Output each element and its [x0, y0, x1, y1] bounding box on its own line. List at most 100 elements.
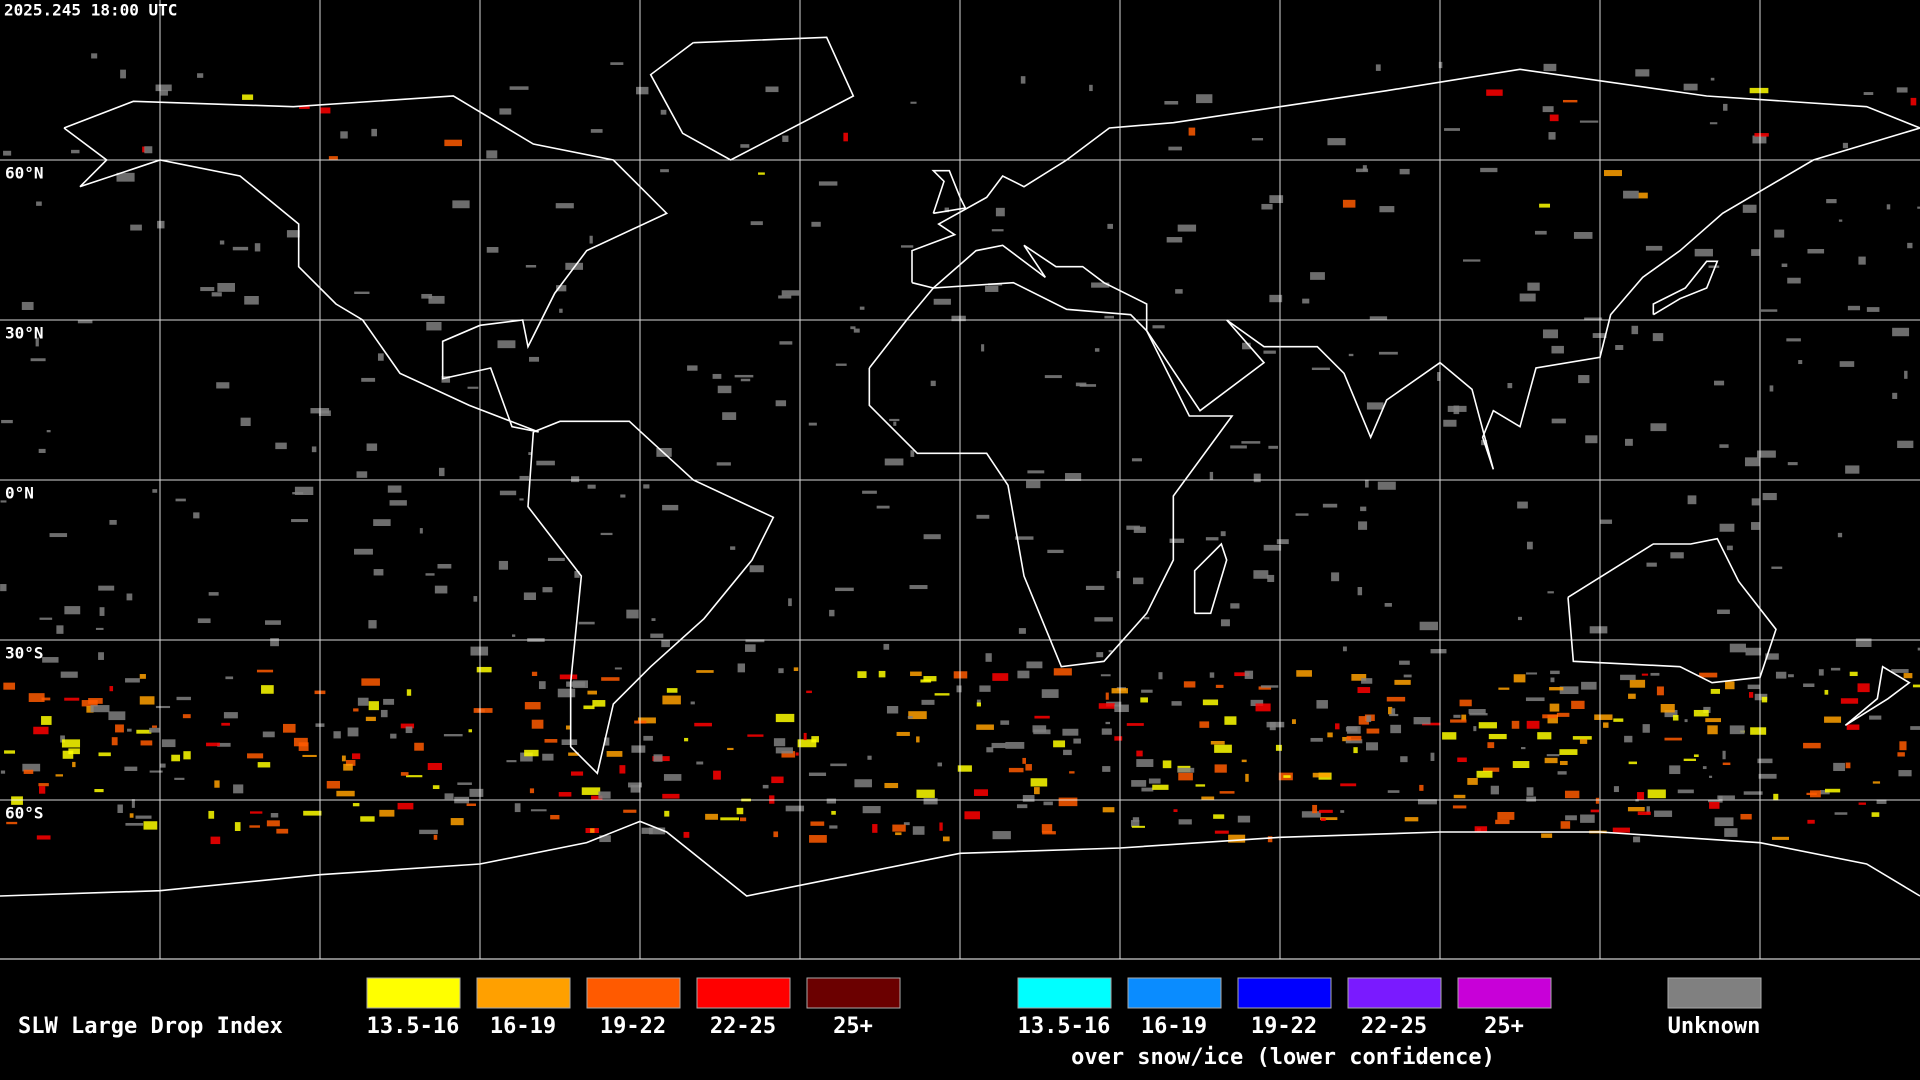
- cloud-patch: [139, 674, 146, 679]
- cloud-patch: [1786, 338, 1801, 342]
- cloud-patch: [630, 785, 641, 793]
- cloud-patch: [1613, 718, 1624, 722]
- cloud-patch: [1136, 750, 1143, 757]
- cloud-patch: [606, 751, 623, 757]
- legend-label: 16-19: [1141, 1014, 1207, 1039]
- cloud-patch: [72, 761, 76, 768]
- cloud-patch: [379, 809, 395, 817]
- cloud-patch: [90, 705, 110, 713]
- cloud-patch: [944, 207, 950, 213]
- cloud-patch: [1473, 726, 1477, 732]
- cloud-patch: [282, 723, 296, 733]
- cloud-patch: [1175, 289, 1183, 294]
- cloud-patch: [601, 677, 620, 681]
- cloud-patch: [206, 742, 220, 747]
- cloud-patch: [371, 128, 377, 137]
- cloud-patch: [1624, 438, 1633, 446]
- cloud-patch: [1833, 762, 1846, 772]
- cloud-patch: [1724, 828, 1738, 837]
- cloud-patch: [859, 306, 865, 310]
- cloud-patch: [126, 593, 133, 601]
- cloud-patch: [109, 686, 114, 692]
- cloud-patch: [1126, 723, 1144, 726]
- cloud-patch: [1725, 681, 1735, 690]
- cloud-patch: [1131, 825, 1145, 828]
- coastline: [911, 68, 1920, 470]
- cloud-patch: [1629, 679, 1646, 688]
- cloud-patch: [135, 815, 152, 819]
- cloud-patch: [115, 724, 124, 733]
- cloud-patch: [660, 109, 667, 115]
- cloud-patch: [520, 752, 533, 762]
- timestamp: 2025.245 18:00 UTC: [4, 1, 177, 20]
- cloud-patch: [498, 560, 509, 570]
- legend-label: 22-25: [1361, 1014, 1427, 1039]
- cloud-patch: [1826, 199, 1837, 204]
- cloud-patch: [557, 688, 576, 698]
- cloud-patch: [232, 246, 249, 251]
- cloud-patch: [591, 795, 603, 800]
- cloud-patch: [1623, 190, 1639, 199]
- cloud-patch: [939, 822, 943, 831]
- cloud-patch: [574, 571, 580, 578]
- cloud-patch: [558, 792, 572, 797]
- cloud-patch: [722, 412, 737, 420]
- cloud-patch: [1302, 298, 1310, 304]
- cloud-patch: [907, 716, 913, 719]
- cloud-patch: [696, 761, 704, 765]
- cloud-patch: [1158, 672, 1163, 680]
- cloud-patch: [964, 811, 980, 820]
- cloud-patch: [1237, 815, 1251, 823]
- cloud-patch: [1291, 719, 1296, 724]
- cloud-patch: [469, 788, 484, 797]
- cloud-patch: [514, 803, 521, 813]
- cloud-patch: [600, 532, 613, 536]
- cloud-patch: [730, 546, 736, 550]
- cloud-patch: [11, 796, 23, 805]
- cloud-patch: [183, 751, 191, 760]
- cloud-patch: [862, 806, 881, 814]
- latitude-labels: 60°N 30°N 0°N 30°S 60°S: [5, 164, 44, 823]
- cloud-patch: [853, 328, 860, 333]
- cloud-patch: [1562, 99, 1578, 103]
- cloud-patch: [1752, 135, 1767, 144]
- cloud-patch: [1760, 309, 1778, 312]
- cloud-patch: [1907, 242, 1913, 249]
- cloud-patch: [1579, 120, 1599, 123]
- cloud-patch: [127, 728, 132, 732]
- cloud-patch: [298, 742, 309, 751]
- cloud-patch: [942, 836, 950, 842]
- coastline: [931, 169, 967, 215]
- cloud-patch: [876, 505, 890, 509]
- cloud-patch: [1858, 802, 1866, 805]
- cloud-patch: [98, 652, 104, 660]
- cloud-patch: [1757, 758, 1773, 764]
- cloud-patch: [664, 810, 670, 817]
- cloud-patch: [872, 824, 878, 833]
- cloud-patch: [1063, 749, 1072, 756]
- cloud-patch: [406, 689, 412, 696]
- cloud-patch: [354, 291, 370, 295]
- cloud-patch: [1550, 670, 1560, 675]
- cloud-patch: [1437, 372, 1441, 381]
- cloud-patch: [55, 774, 63, 777]
- cloud-patch: [803, 732, 807, 741]
- cloud-patch: [68, 748, 80, 755]
- cloud-patch: [1652, 333, 1664, 342]
- cloud-patch: [1178, 772, 1193, 781]
- cloud-patch: [749, 565, 764, 573]
- cloud-patch: [234, 822, 241, 832]
- cloud-patch: [727, 747, 734, 751]
- cloud-patch: [1749, 692, 1754, 698]
- legend-title: SLW Large Drop Index: [18, 1014, 283, 1039]
- cloud-patch: [1526, 541, 1533, 550]
- cloud-patch: [1709, 122, 1718, 125]
- cloud-patch: [1188, 127, 1196, 136]
- legend-label: 22-25: [710, 1014, 776, 1039]
- cloud-patch: [1541, 833, 1553, 838]
- cloud-patch: [470, 646, 489, 656]
- cloud-patch: [1495, 819, 1510, 825]
- cloud-patch: [1141, 787, 1154, 792]
- cloud-patch: [937, 762, 943, 767]
- cloud-patch: [1126, 525, 1140, 530]
